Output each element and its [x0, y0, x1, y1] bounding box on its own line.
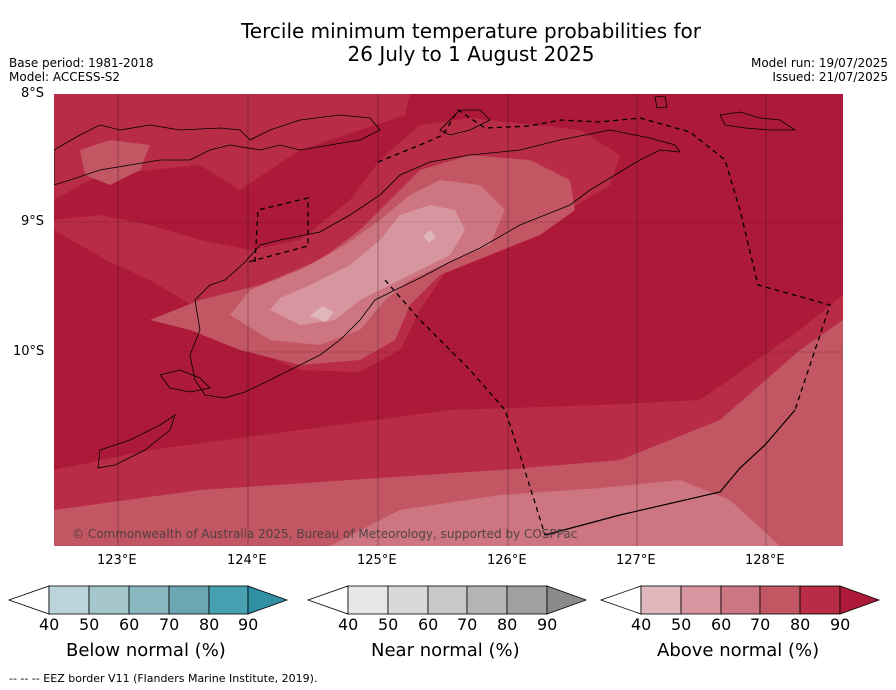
contour-50 [270, 205, 465, 325]
above-tick-70: 70 [750, 615, 771, 634]
colorbars [7, 585, 881, 615]
copyright-notice: © Commonwealth of Australia 2025, Bureau… [72, 527, 578, 541]
below-swatch-1 [48, 585, 90, 615]
above-swatch-2 [680, 585, 722, 615]
issued-date: Issued: 21/07/2025 [772, 70, 888, 84]
northern-islands-coastline [54, 114, 381, 186]
below-swatch-4 [168, 585, 210, 615]
near-tick-90: 90 [537, 615, 558, 634]
probability-contours [54, 94, 843, 546]
below-tick-70: 70 [159, 615, 180, 634]
near-tick-70: 70 [457, 615, 478, 634]
near-swatch-3 [427, 585, 468, 615]
eez-footnote: -- -- -- EEZ border V11 (Flanders Marine… [9, 672, 318, 685]
near-tick-60: 60 [418, 615, 439, 634]
probability-map [54, 94, 843, 546]
eez-border [247, 109, 831, 536]
lon-label-125e: 125°E [357, 553, 397, 568]
lon-label-126e: 126°E [487, 553, 527, 568]
below-tick-50: 50 [79, 615, 100, 634]
lon-label-123e: 123°E [97, 553, 137, 568]
wetar-coastline [439, 109, 491, 136]
above-tick-50: 50 [671, 615, 692, 634]
above-swatch-4 [759, 585, 801, 615]
above-swatch-6 [839, 585, 881, 615]
graticule [54, 94, 843, 546]
title-line-1: Tercile minimum temperature probabilitie… [240, 19, 702, 43]
above-tick-90: 90 [830, 615, 851, 634]
below-tick-90: 90 [238, 615, 259, 634]
meta-right: Model run: 19/07/2025 Issued: 21/07/2025 [751, 56, 888, 84]
below-swatch-2 [88, 585, 130, 615]
near-swatch-2 [387, 585, 429, 615]
colorbar-near [306, 585, 588, 615]
lon-label-124e: 124°E [227, 553, 267, 568]
coastlines [54, 95, 797, 469]
base-period: Base period: 1981-2018 [9, 56, 154, 70]
above-tick-80: 80 [790, 615, 811, 634]
below-swatch-6 [247, 585, 289, 615]
near-swatch-4 [466, 585, 508, 615]
lat-label-9s: 9°S [21, 214, 45, 229]
near-tick-50: 50 [378, 615, 399, 634]
lat-label-10s: 10°S [13, 344, 45, 359]
small-island-coastline [654, 95, 668, 109]
lat-label-8s: 8°S [21, 86, 45, 101]
below-tick-80: 80 [199, 615, 220, 634]
timor-island-coastline [189, 129, 681, 399]
alor-coastline [159, 369, 211, 393]
title-line-2: 26 July to 1 August 2025 [347, 42, 595, 66]
above-tick-40: 40 [631, 615, 652, 634]
below-normal-label: Below normal (%) [66, 640, 226, 661]
near-swatch-0 [306, 585, 349, 615]
colorbar-below [7, 585, 289, 615]
lon-label-128e: 128°E [745, 553, 785, 568]
near-normal-label: Near normal (%) [371, 640, 520, 661]
contour-60-south [330, 480, 780, 546]
above-swatch-5 [799, 585, 841, 615]
below-swatch-0 [7, 585, 50, 615]
contour-70-north [80, 140, 150, 185]
above-normal-label: Above normal (%) [657, 640, 820, 661]
lon-label-127e: 127°E [616, 553, 656, 568]
below-tick-60: 60 [119, 615, 140, 634]
contour-80-north [54, 94, 410, 200]
below-swatch-3 [128, 585, 170, 615]
above-swatch-1 [640, 585, 682, 615]
meta-left: Base period: 1981-2018 Model: ACCESS-S2 [9, 56, 154, 84]
below-tick-40: 40 [39, 615, 60, 634]
near-tick-80: 80 [497, 615, 518, 634]
above-swatch-0 [599, 585, 642, 615]
model-name: Model: ACCESS-S2 [9, 70, 121, 84]
colorbar-above [599, 585, 881, 615]
near-swatch-1 [347, 585, 389, 615]
land-border [544, 409, 796, 536]
contour-40-b [423, 230, 436, 243]
chart-title: Tercile minimum temperature probabilitie… [0, 20, 896, 66]
model-run: Model run: 19/07/2025 [750, 56, 888, 70]
east-islands-coastline [719, 111, 797, 131]
contour-40-a [310, 306, 334, 322]
near-tick-40: 40 [338, 615, 359, 634]
near-swatch-6 [546, 585, 588, 615]
rote-coastline [97, 414, 176, 469]
near-swatch-5 [506, 585, 548, 615]
above-tick-60: 60 [711, 615, 732, 634]
above-swatch-3 [720, 585, 761, 615]
below-swatch-5 [208, 585, 249, 615]
